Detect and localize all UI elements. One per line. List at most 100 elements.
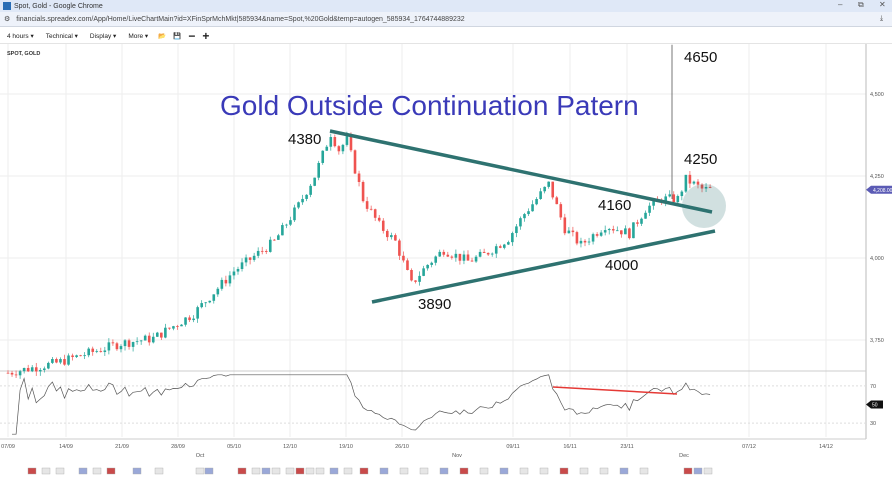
candle-body [450,256,454,258]
candle-body [236,268,240,272]
event-flag-icon [539,467,549,475]
candle-body [482,251,486,253]
annotation-4250: 4250 [684,151,718,168]
rsi-tick-label: 70 [870,384,876,390]
restore-button[interactable]: ⧉ [858,0,864,9]
candle-body [490,253,494,255]
url-text[interactable]: financials.spreadex.com/App/Home/LiveCha… [16,15,465,23]
event-flag-icon [55,467,65,475]
event-flag-icon [27,467,37,475]
display-dropdown[interactable]: Display ▾ [89,32,117,40]
rsi-current-badge [866,400,883,409]
candle-body [345,136,349,145]
candle-body [571,230,575,233]
close-button[interactable]: ✕ [879,0,886,9]
candle-body [293,207,296,221]
candle-body [95,351,99,352]
candle-body [341,144,345,152]
candle-body [75,355,78,358]
candle-body [430,262,433,265]
x-tick-label: 07/12 [742,444,756,450]
event-flag-icon [579,467,589,475]
lower-trendline [371,229,716,304]
candle-body [79,355,82,357]
candle-body [268,239,272,252]
save-icon[interactable]: 💾 [173,32,182,40]
candle-body [115,343,119,350]
candle-body [438,251,442,257]
annotation-4160: 4160 [598,197,632,214]
candle-body [204,302,208,304]
download-icon[interactable]: ⤓ [880,15,884,22]
event-flag-icon [295,467,305,475]
candle-body [591,234,595,242]
candle-body [426,264,429,269]
candle-body [519,218,522,227]
event-flag-icon [271,467,281,475]
candle-body [684,174,688,192]
candle-body [381,220,385,231]
current-price-value: 4,208.00 [873,188,892,194]
price-chart[interactable]: 07/09 14/09 21/09 28/09 05/10 12/10 19/10 26/10… [0,44,892,478]
interval-dropdown[interactable]: 4 hours ▾ [7,32,34,40]
candle-body [38,369,42,372]
highlight-circle [682,184,726,228]
candle-body [256,250,260,256]
candle-body [434,256,438,263]
candle-body [240,262,244,269]
candle-body [708,186,712,188]
candle-body [458,253,462,261]
candle-body [184,317,187,325]
candle-body [131,342,135,347]
candle-body [583,240,587,243]
month-label: Nov [452,453,462,459]
candle-body [6,372,10,374]
candle-body [232,271,236,276]
candle-body [357,173,361,182]
candle-body [212,294,216,301]
minimize-button[interactable]: – [838,0,843,9]
candle-body [22,367,26,372]
candle-body [599,232,603,236]
event-flag-icon [559,467,569,475]
folder-open-icon[interactable]: 📂 [158,32,167,40]
event-flag-icon [619,467,629,475]
candle-body [273,239,276,241]
y-tick-label: 3,750 [870,338,884,344]
candle-body [527,211,530,215]
address-bar[interactable]: ⚙ financials.spreadex.com/App/Home/LiveC… [0,12,892,27]
candle-body [567,230,571,234]
candle-body [329,137,333,147]
candle-body [632,222,635,239]
candle-body [624,228,627,235]
annotation-4380: 4380 [288,131,322,148]
candle-body [579,240,583,244]
candle-body [607,229,611,231]
candle-body [220,279,224,289]
candle-body [333,137,337,147]
candle-body [422,268,425,276]
candle-body [652,199,655,206]
event-flag-icon [703,467,713,475]
app-icon [3,2,11,10]
zoom-in-icon[interactable]: + [202,28,210,43]
candle-body [353,150,357,174]
candle-body [611,229,615,231]
candle-body [71,355,74,358]
event-flag-icon [693,467,703,475]
candle-body [377,217,381,221]
event-flag-icon [599,467,609,475]
technical-dropdown[interactable]: Technical ▾ [45,32,78,40]
more-dropdown[interactable]: More ▾ [128,32,149,40]
candle-body [680,191,684,197]
zoom-out-icon[interactable]: − [188,28,196,43]
event-flag-icon [459,467,469,475]
candle-body [289,220,292,225]
candle-body [494,246,498,254]
rsi-line [12,374,711,435]
candle-body [337,146,341,152]
candle-body [26,367,30,372]
candle-body [503,244,506,248]
site-info-icon[interactable]: ⚙ [4,16,11,23]
candle-body [313,177,316,186]
